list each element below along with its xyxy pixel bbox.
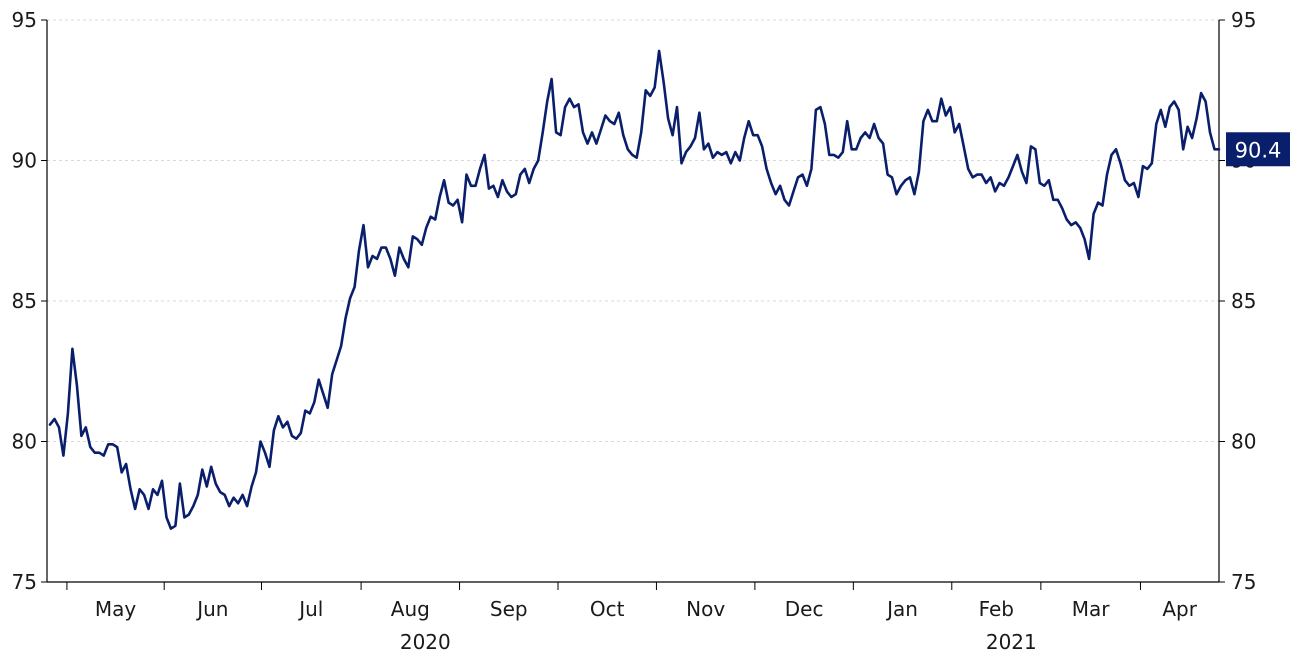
series-line bbox=[48, 49, 1221, 530]
right-tick-label: 75 bbox=[1231, 570, 1256, 594]
month-label-nov: Nov bbox=[686, 597, 725, 621]
month-label-mar: Mar bbox=[1072, 597, 1111, 621]
year-label-2021: 2021 bbox=[986, 630, 1037, 652]
month-label-sep: Sep bbox=[490, 597, 528, 621]
last-value-box bbox=[1226, 132, 1290, 167]
month-label-feb: Feb bbox=[979, 597, 1014, 621]
month-label-jan: Jan bbox=[885, 597, 918, 621]
month-label-apr: Apr bbox=[1162, 597, 1197, 621]
right-tick-label: 85 bbox=[1231, 289, 1256, 313]
right-tick-label: 80 bbox=[1231, 430, 1256, 454]
month-label-dec: Dec bbox=[785, 597, 824, 621]
left-tick-label: 90 bbox=[12, 149, 37, 173]
gridlines bbox=[47, 19, 1219, 442]
month-label-aug: Aug bbox=[391, 597, 430, 621]
last-value-label: 90.4 bbox=[1235, 138, 1282, 162]
year-label-2020: 2020 bbox=[400, 630, 451, 652]
left-tick-label: 80 bbox=[12, 430, 37, 454]
month-label-may: May bbox=[95, 597, 137, 621]
month-label-jun: Jun bbox=[195, 597, 228, 621]
right-tick-label: 95 bbox=[1231, 8, 1256, 32]
axes bbox=[41, 19, 1225, 590]
month-label-jul: Jul bbox=[297, 597, 323, 621]
left-tick-label: 95 bbox=[12, 8, 37, 32]
labels: 75758080858590909595MayJunJulAugSepOctNo… bbox=[12, 8, 1290, 652]
month-label-oct: Oct bbox=[590, 597, 625, 621]
left-tick-label: 85 bbox=[12, 289, 37, 313]
left-tick-label: 75 bbox=[12, 570, 37, 594]
series-layer bbox=[48, 49, 1221, 530]
